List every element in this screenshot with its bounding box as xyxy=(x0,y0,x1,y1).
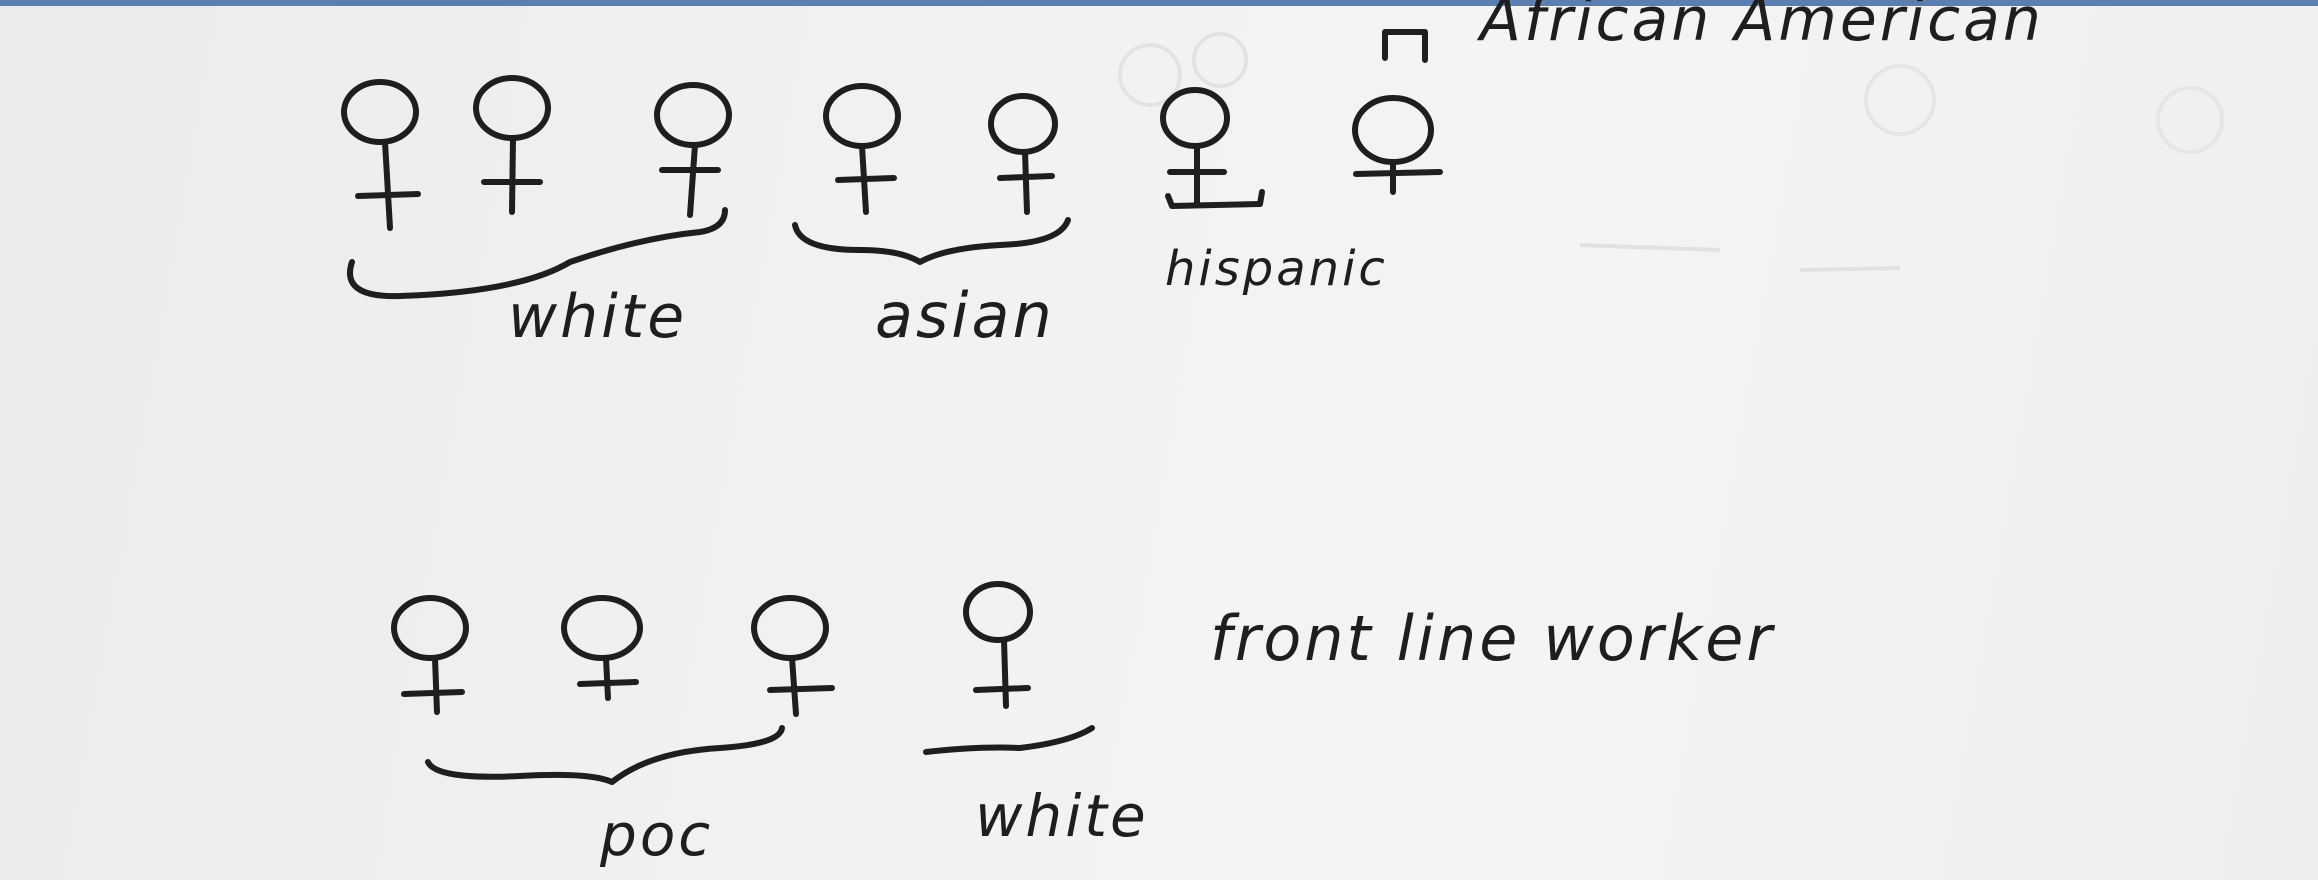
label-african-american: African American xyxy=(1476,0,2044,55)
female-symbol-icon xyxy=(473,75,551,215)
row2-braces xyxy=(425,725,1095,785)
female-symbol-icon xyxy=(1352,95,1443,195)
female-symbol-icon xyxy=(654,82,732,218)
row2-symbols xyxy=(391,581,1033,717)
label-white-row1: white xyxy=(508,282,687,352)
female-symbol-icon xyxy=(341,79,421,231)
bleed-through-marks xyxy=(1118,32,2224,272)
row1-braces xyxy=(347,207,1071,300)
african-american-marker xyxy=(1382,29,1428,63)
window-edge xyxy=(0,0,2318,6)
female-symbol-icon xyxy=(391,595,469,715)
female-symbol-icon xyxy=(963,581,1033,709)
label-asian: asian xyxy=(875,279,1055,352)
caption-front-line-worker: front line worker xyxy=(1210,602,1775,675)
female-symbol-icon xyxy=(823,83,901,215)
female-symbol-icon xyxy=(1160,87,1265,209)
label-hispanic: hispanic xyxy=(1165,241,1388,297)
female-symbol-icon xyxy=(561,595,643,701)
female-symbol-icon xyxy=(988,93,1058,215)
row1-symbols xyxy=(341,29,1443,231)
label-poc: poc xyxy=(599,801,713,869)
female-symbol-icon xyxy=(751,595,835,717)
label-white-row2: white xyxy=(975,782,1149,850)
